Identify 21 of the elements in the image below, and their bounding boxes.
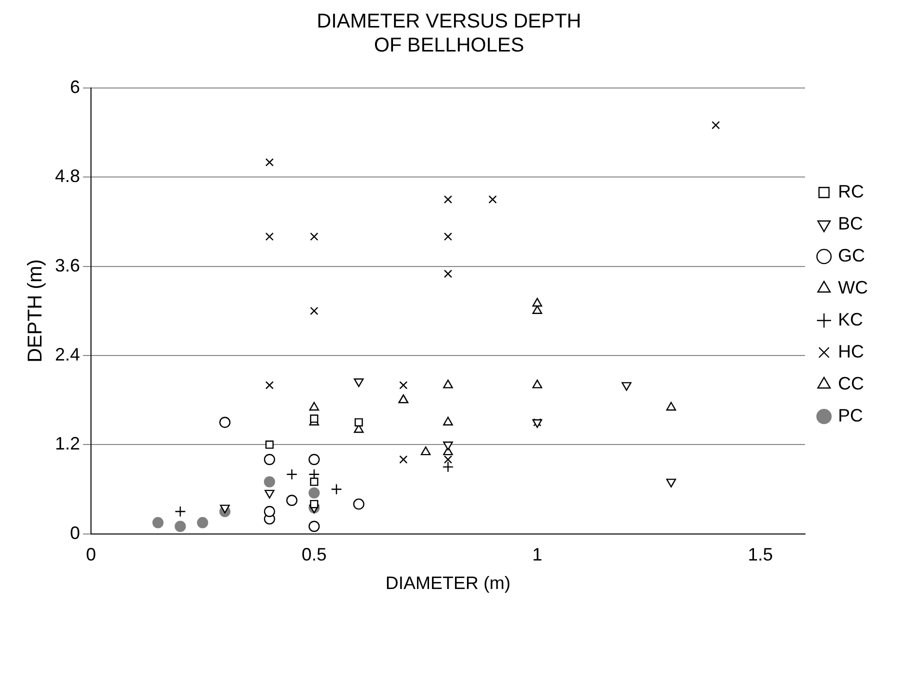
y-tick-label: 4.8: [54, 166, 80, 186]
x-axis-title: DIAMETER (m): [386, 573, 511, 594]
legend-label: WC: [838, 277, 868, 298]
x-tick-label: 1.5: [748, 544, 773, 565]
y-tick-label: 6: [70, 76, 80, 97]
y-tick-label: 2.4: [54, 344, 80, 364]
y-axis-title: DEPTH (m): [24, 259, 47, 363]
x-tick-label: 1: [532, 544, 542, 565]
y-tick-label: 3.6: [54, 255, 80, 276]
legend-label: RC: [838, 181, 864, 202]
legend-label: BC: [838, 213, 864, 234]
y-tick-label: 0: [70, 522, 80, 543]
y-tick-label: 1.2: [54, 434, 80, 454]
legend-label: PC: [838, 405, 864, 426]
legend-label: GC: [838, 245, 866, 266]
x-tick-label: 0: [86, 544, 96, 565]
legend-label: KC: [838, 309, 864, 330]
legend-label: CC: [838, 373, 864, 394]
legend-label: HC: [838, 341, 864, 362]
x-tick-label: 0.5: [302, 544, 327, 565]
chart-title: DIAMETER VERSUS DEPTH OF BELLHOLES: [316, 10, 582, 57]
